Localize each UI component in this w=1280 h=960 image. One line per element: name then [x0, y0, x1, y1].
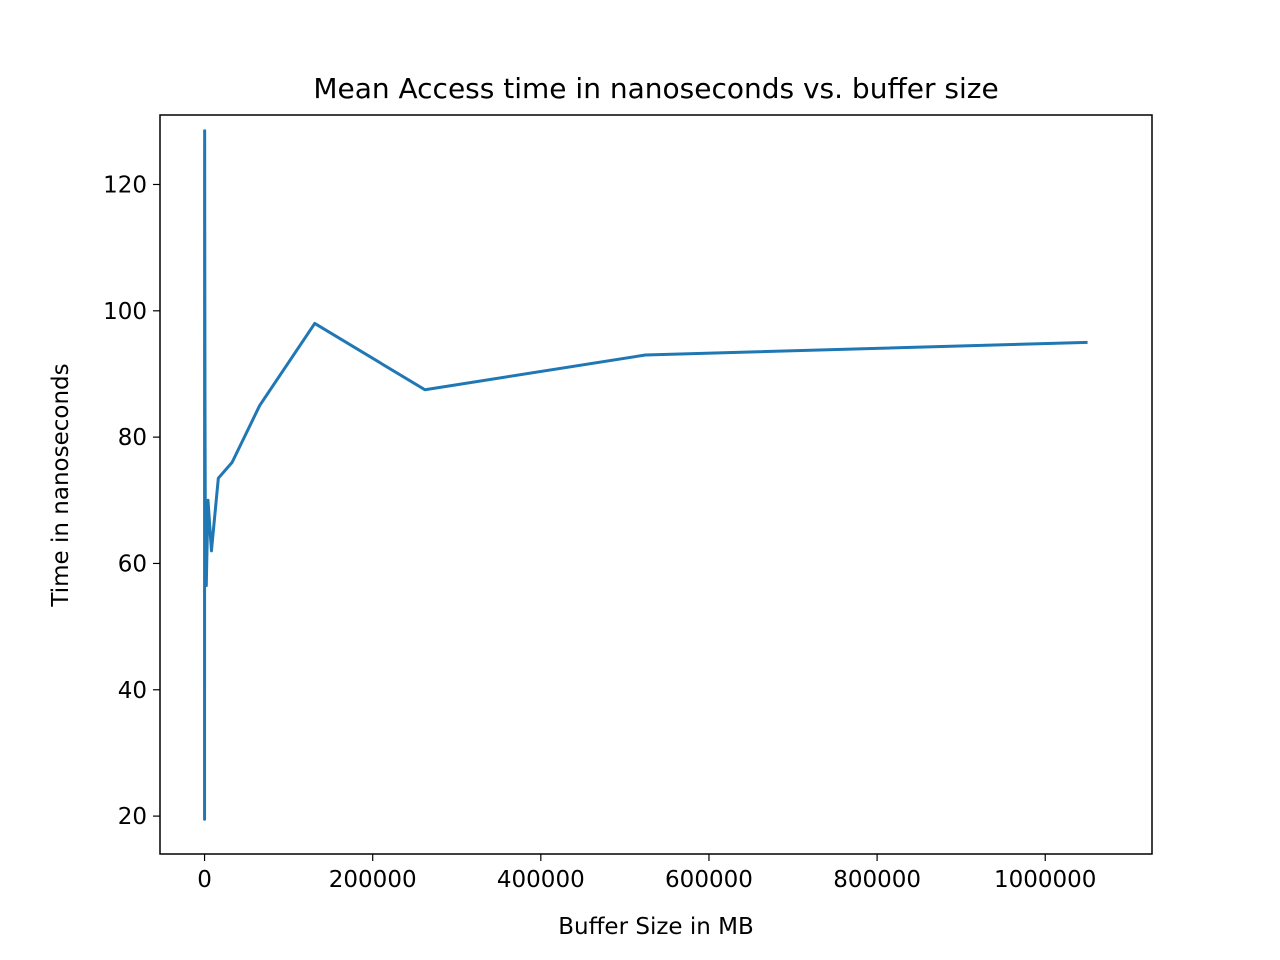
- series-line-0: [203, 129, 1088, 821]
- x-axis-title: Buffer Size in MB: [558, 914, 754, 940]
- x-axis: 0 200000 400000 600000 800000 1000000: [197, 854, 1096, 893]
- x-tick-label: 200000: [329, 867, 417, 893]
- y-tick-label: 40: [118, 678, 147, 704]
- x-tick-label: 800000: [833, 867, 921, 893]
- x-tick-label: 1000000: [994, 867, 1096, 893]
- chart-title: Mean Access time in nanoseconds vs. buff…: [313, 72, 998, 105]
- y-axis: 20 40 60 80 100 120: [103, 172, 160, 830]
- x-tick-label: 400000: [497, 867, 585, 893]
- y-tick-label: 80: [118, 425, 147, 451]
- y-tick-label: 120: [103, 172, 147, 198]
- y-tick-label: 20: [118, 804, 147, 830]
- y-tick-label: 100: [103, 299, 147, 325]
- plot-frame: [159, 114, 1153, 855]
- y-tick-label: 60: [118, 551, 147, 577]
- x-tick-label: 600000: [665, 867, 753, 893]
- y-axis-title: Time in nanoseconds: [48, 363, 74, 607]
- x-tick-label: 0: [197, 867, 212, 893]
- series-layer: [203, 129, 1088, 821]
